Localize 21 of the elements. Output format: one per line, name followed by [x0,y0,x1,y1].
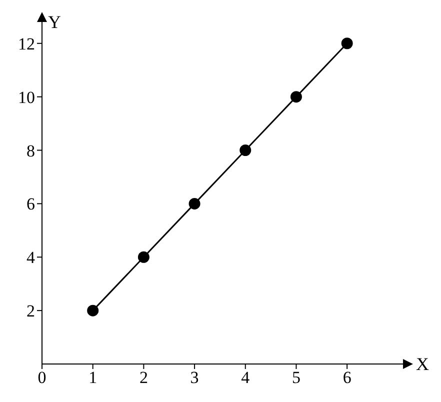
x-tick-label: 0 [38,368,46,388]
point [240,144,252,156]
y-axis-title: Y [48,12,61,32]
y-tick-label: 2 [26,302,35,321]
y-tick-label: 6 [26,194,35,214]
x-tick-label: 3 [190,368,199,388]
x-axis-title: X [416,354,429,374]
x-tick-label: 5 [292,368,300,388]
point [188,198,200,210]
y-tick-label: 4 [26,248,36,268]
x-tick-label: 4 [241,368,250,388]
x-tick-label: 6 [342,368,352,388]
x-tick-label: 2 [139,368,148,388]
point [138,251,150,263]
y-tick-label: 12 [18,34,35,54]
y-tick-label: 8 [26,141,35,160]
point [290,91,302,103]
point [87,304,99,316]
x-tick-label: 1 [88,368,98,388]
point [341,38,353,50]
y-tick-label: 10 [18,88,35,107]
